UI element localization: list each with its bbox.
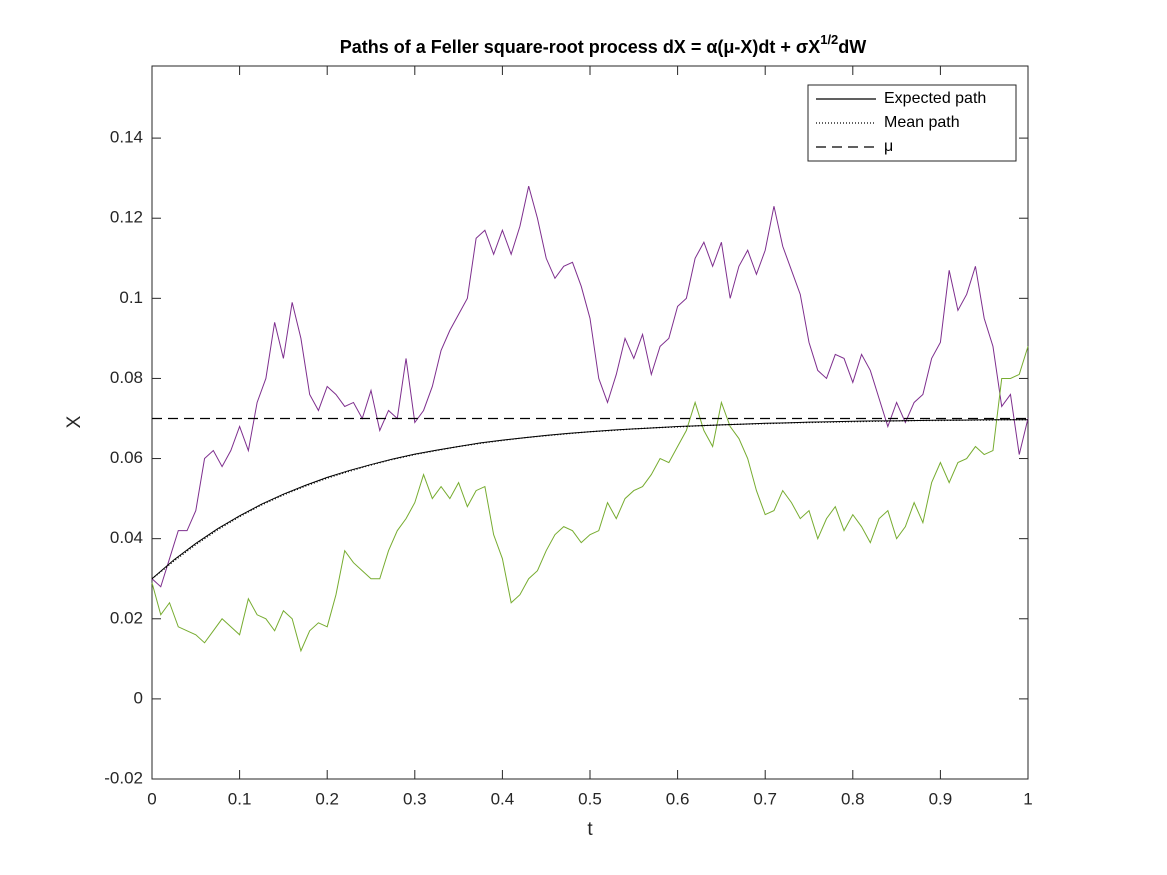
x-tick-label: 0.9 — [929, 789, 953, 808]
title-superscript: 1/2 — [820, 32, 838, 47]
y-tick-label: 0.06 — [110, 448, 143, 467]
x-tick-label: 0.6 — [666, 789, 690, 808]
x-tick-label: 1 — [1023, 789, 1032, 808]
legend-label: μ — [884, 138, 893, 155]
y-tick-label: 0.02 — [110, 608, 143, 627]
title-main: Paths of a Feller square-root process dX… — [340, 37, 821, 57]
y-tick-label: 0.14 — [110, 128, 143, 147]
y-tick-label: 0.04 — [110, 528, 143, 547]
x-tick-label: 0 — [147, 789, 156, 808]
series-line — [151, 186, 1029, 588]
y-tick-label: -0.02 — [104, 768, 143, 787]
legend-box — [807, 84, 1017, 162]
y-tick-label: 0.1 — [119, 288, 143, 307]
x-tick-label: 0.8 — [841, 789, 865, 808]
legend-label: Expected path — [884, 90, 986, 107]
plot-area — [151, 65, 1029, 780]
series-line — [151, 419, 1028, 580]
x-tick-label: 0.3 — [403, 789, 427, 808]
x-tick-label: 0.7 — [753, 789, 777, 808]
x-tick-label: 0.5 — [578, 789, 602, 808]
y-tick-label: 0.08 — [110, 368, 143, 387]
x-tick-label: 0.1 — [228, 789, 252, 808]
y-axis-label: X — [64, 415, 85, 428]
x-tick-label: 0.2 — [315, 789, 339, 808]
chart-title: Paths of a Feller square-root process dX… — [340, 32, 867, 56]
y-tick-label: 0 — [134, 688, 143, 707]
title-end: dW — [838, 37, 866, 57]
x-axis-label: t — [587, 819, 593, 840]
y-tick-label: 0.12 — [110, 208, 143, 227]
x-tick-label: 0.4 — [491, 789, 515, 808]
legend-label: Mean path — [884, 114, 960, 131]
series-line — [151, 346, 1029, 653]
